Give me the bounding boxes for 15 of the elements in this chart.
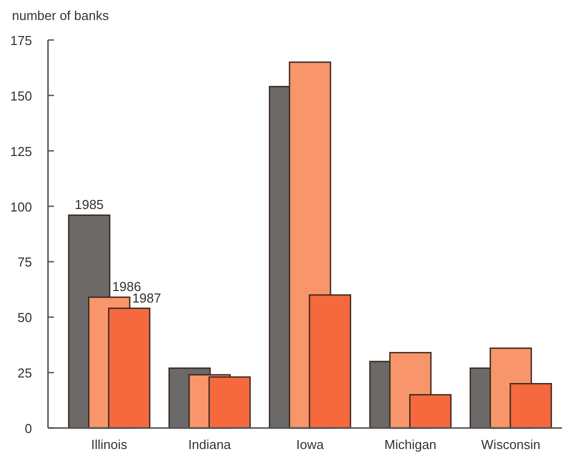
series-label: 1985 bbox=[74, 197, 104, 212]
y-tick-label: 25 bbox=[18, 366, 32, 381]
y-tick-label: 75 bbox=[18, 254, 32, 270]
y-tick-label: 100 bbox=[10, 199, 32, 214]
x-tick-label: Wisconsin bbox=[481, 437, 540, 452]
y-tick-label: 125 bbox=[10, 144, 32, 159]
x-tick-label: Indiana bbox=[188, 437, 232, 452]
y-tick-label: 150 bbox=[10, 88, 32, 104]
x-tick-label: Iowa bbox=[296, 437, 324, 452]
x-tick-label: Michigan bbox=[384, 437, 436, 452]
y-tick-label: 175 bbox=[10, 33, 32, 48]
y-tick-label: 50 bbox=[18, 310, 32, 326]
y-tick-label: 0 bbox=[24, 421, 32, 436]
y-axis-title: number of banks bbox=[12, 8, 110, 23]
x-tick-label: Illinois bbox=[91, 437, 128, 452]
